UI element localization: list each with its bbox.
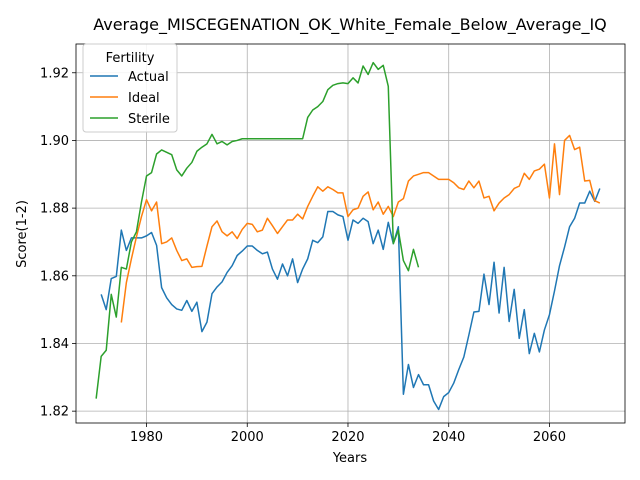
chart-title: Average_MISCEGENATION_OK_White_Female_Be… [93,15,607,35]
legend: Fertility Actual Ideal Sterile [82,43,178,133]
y-axis-label: Score(1-2) [15,200,30,268]
series-line-sterile [95,61,420,399]
grid-lines [76,44,625,423]
legend-label-actual: Actual [128,70,169,85]
y-tick-label: 1.86 [40,269,69,284]
x-tick-label: 2000 [231,430,264,445]
legend-title: Fertility [106,51,155,66]
legend-label-ideal: Ideal [128,91,160,106]
x-tick-label: 2060 [533,430,566,445]
y-tick-label: 1.92 [40,66,69,81]
series-lines [95,61,601,411]
y-tick-label: 1.82 [40,405,69,420]
x-tick-label: 2040 [432,430,465,445]
series-line-ideal [120,134,601,323]
y-tick-label: 1.88 [40,202,69,217]
plot-border [75,43,626,424]
x-axis-label: Years [332,451,368,466]
legend-box [82,43,178,133]
y-tick-label: 1.84 [40,337,69,352]
legend-label-sterile: Sterile [128,112,170,127]
x-tick-label: 2020 [331,430,364,445]
y-axis-ticks: 1.82 1.84 1.86 1.88 1.90 1.92 [40,66,76,420]
x-tick-label: 1980 [130,430,163,445]
series-line-actual [100,188,601,411]
x-axis-ticks: 1980 2000 2020 2040 2060 [130,423,566,445]
y-tick-label: 1.90 [40,134,69,149]
